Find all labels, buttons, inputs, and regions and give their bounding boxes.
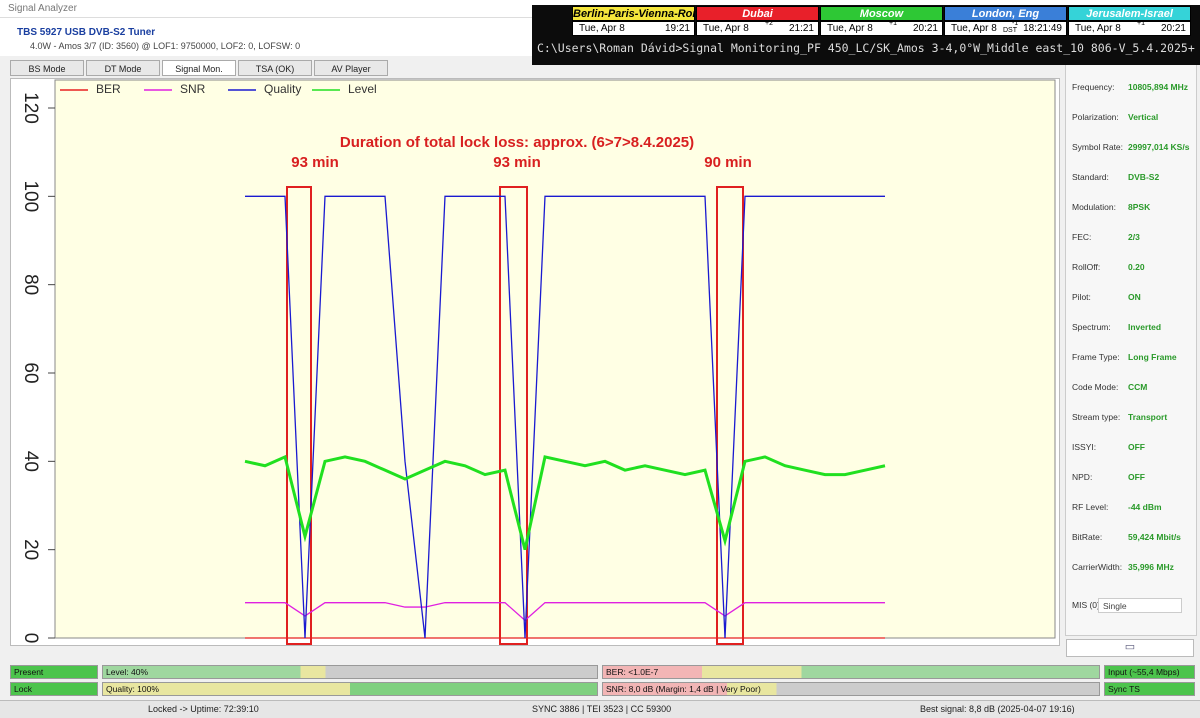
y-tick-label: 80 [20, 274, 41, 295]
param-label: RF Level: [1072, 502, 1108, 512]
y-tick-label: 20 [20, 539, 41, 560]
param-label: Spectrum: [1072, 322, 1111, 332]
clock-name: Jerusalem-Israel [1068, 6, 1191, 21]
clock-day: Tue, Apr 8 [827, 23, 873, 34]
clock-row: Tue, Apr 8 20:21 +1 [820, 21, 943, 36]
clock-note: DST [1003, 27, 1017, 34]
footer-text: Locked -> Uptime: 72:39:10 [148, 704, 259, 714]
clock-row: Tue, Apr 8 19:21 [572, 21, 695, 36]
status-cell: SNR: 8,0 dB (Margin: 1,4 dB | Very Poor) [602, 682, 1100, 696]
clock-offset: +2 [765, 20, 773, 27]
param-value: Long Frame [1128, 352, 1177, 362]
y-tick-label: 120 [20, 92, 41, 124]
clock-time: 19:21 [665, 23, 690, 34]
annotation: 90 min [704, 154, 752, 171]
device-name: TBS 5927 USB DVB-S2 Tuner [17, 27, 155, 38]
param-label: Pilot: [1072, 292, 1091, 302]
param-label: CarrierWidth: [1072, 562, 1122, 572]
device-info: 4.0W - Amos 3/7 (ID: 3560) @ LOF1: 97500… [30, 41, 300, 51]
clock-row: Tue, Apr 8 18:21:49 -1DST [944, 21, 1067, 36]
param-value: 35,996 MHz [1128, 562, 1174, 572]
clock-time: 21:21 [789, 23, 814, 34]
legend-label: BER [96, 82, 121, 96]
param-value: Transport [1128, 412, 1167, 422]
clock-day: Tue, Apr 8 [579, 23, 625, 34]
param-value: 2/3 [1128, 232, 1140, 242]
footer-text: Best signal: 8,8 dB (2025-04-07 19:16) [920, 704, 1075, 714]
footer-text: SYNC 3886 | TEI 3523 | CC 59300 [532, 704, 671, 714]
tab[interactable]: AV Player [314, 60, 388, 76]
param-label: Stream type: [1072, 412, 1120, 422]
param-value: 59,424 Mbit/s [1128, 532, 1181, 542]
param-label: Modulation: [1072, 202, 1116, 212]
status-cell: Present [10, 665, 98, 679]
clock-day: Tue, Apr 8 [951, 23, 997, 34]
clock-row: Tue, Apr 8 20:21 +1 [1068, 21, 1191, 36]
y-tick-label: 100 [20, 180, 41, 212]
clock-offset: +1 [1137, 20, 1145, 27]
param-label: Code Mode: [1072, 382, 1118, 392]
param-value: CCM [1128, 382, 1147, 392]
param-label: Frequency: [1072, 82, 1115, 92]
param-value: OFF [1128, 442, 1145, 452]
status-cell: Quality: 100% [102, 682, 598, 696]
param-label: Standard: [1072, 172, 1109, 182]
chart: 0 20 40 60 80 100 120 BER SNR Quality Level Duratio… [0, 0, 1060, 650]
status-cell: Lock [10, 682, 98, 696]
param-label: Symbol Rate: [1072, 142, 1123, 152]
window-title: Signal Analyzer [8, 3, 77, 14]
clock-name: Berlin-Paris-Vienna-Roma [572, 6, 695, 21]
param-value[interactable]: Single [1098, 598, 1182, 613]
clock-day: Tue, Apr 8 [703, 23, 749, 34]
param-value: 8PSK [1128, 202, 1150, 212]
clock-time: 20:21 [1161, 23, 1186, 34]
annotation: 93 min [493, 154, 541, 171]
clock-offset: +1 [889, 20, 897, 27]
button[interactable]: ▭ [1066, 639, 1194, 657]
param-label: BitRate: [1072, 532, 1102, 542]
param-label: FEC: [1072, 232, 1091, 242]
legend-label: Level [348, 82, 377, 96]
tab[interactable]: BS Mode [10, 60, 84, 76]
param-value: ON [1128, 292, 1141, 302]
tab[interactable]: TSA (OK) [238, 60, 312, 76]
clock-time: 18:21:49 [1023, 23, 1062, 34]
status-cell: Sync TS [1104, 682, 1195, 696]
clock-row: Tue, Apr 8 21:21 +2 [696, 21, 819, 36]
annotation: 93 min [291, 154, 339, 171]
clock-day: Tue, Apr 8 [1075, 23, 1121, 34]
param-value: -44 dBm [1128, 502, 1162, 512]
param-label: NPD: [1072, 472, 1092, 482]
status-cell: Input (~55,4 Mbps) [1104, 665, 1195, 679]
param-label: RollOff: [1072, 262, 1100, 272]
y-tick-label: 0 [20, 633, 41, 644]
param-value: 10805,894 MHz [1128, 82, 1188, 92]
clock-name: Dubai [696, 6, 819, 21]
clock-name: Moscow [820, 6, 943, 21]
param-value: 0.20 [1128, 262, 1145, 272]
status-cell: Level: 40% [102, 665, 598, 679]
param-value: OFF [1128, 472, 1145, 482]
status-cell: BER: <1.0E-7 [602, 665, 1100, 679]
clock-name: London, Eng [944, 6, 1067, 21]
tab[interactable]: Signal Mon. [162, 60, 236, 76]
y-tick-label: 60 [20, 362, 41, 383]
param-value: DVB-S2 [1128, 172, 1159, 182]
console-command: C:\Users\Roman Dávid>Signal Monitoring_P… [537, 41, 1195, 55]
legend-label: SNR [180, 82, 206, 96]
annotation: Duration of total lock loss: approx. (6>… [340, 134, 694, 151]
param-value: 29997,014 KS/s [1128, 142, 1189, 152]
clock-time: 20:21 [913, 23, 938, 34]
param-label: Polarization: [1072, 112, 1119, 122]
param-label: Frame Type: [1072, 352, 1120, 362]
plot-area [55, 80, 1055, 638]
clock-offset: -1 [1012, 20, 1018, 27]
param-value: Inverted [1128, 322, 1161, 332]
y-tick-label: 40 [20, 451, 41, 472]
param-value: Vertical [1128, 112, 1158, 122]
param-label: ISSYI: [1072, 442, 1096, 452]
legend-label: Quality [264, 82, 301, 96]
tab[interactable]: DT Mode [86, 60, 160, 76]
